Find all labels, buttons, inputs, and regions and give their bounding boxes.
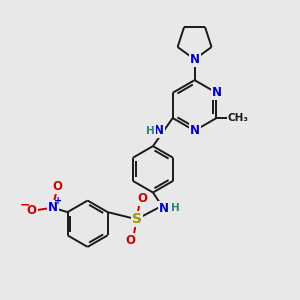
Text: N: N [212, 86, 221, 99]
Text: N: N [48, 201, 58, 214]
Text: CH₃: CH₃ [228, 113, 249, 123]
Text: O: O [53, 180, 63, 194]
Text: N: N [190, 53, 200, 66]
Text: +: + [54, 196, 62, 206]
Text: H: H [146, 126, 155, 136]
Text: O: O [126, 234, 136, 247]
Text: H: H [171, 203, 180, 213]
Text: N: N [159, 202, 169, 215]
Text: S: S [132, 212, 142, 226]
Text: N: N [154, 124, 164, 137]
Text: −: − [20, 198, 30, 211]
Text: O: O [27, 203, 37, 217]
Text: N: N [190, 124, 200, 137]
Text: O: O [138, 192, 148, 205]
